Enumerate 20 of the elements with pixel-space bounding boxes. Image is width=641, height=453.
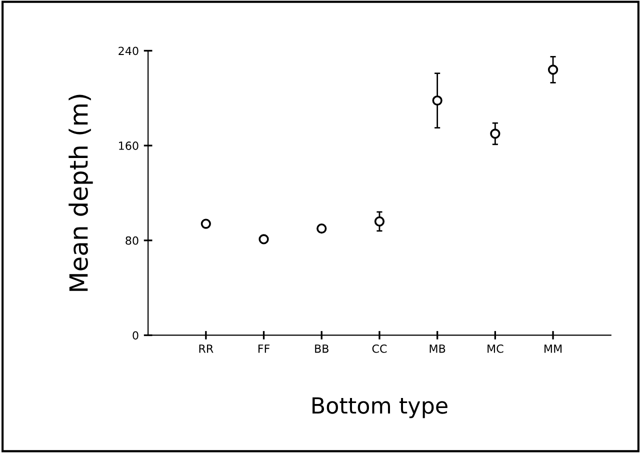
- x-tick-label: BB: [315, 344, 328, 353]
- x-tick-label: FF: [258, 344, 270, 353]
- x-tick-label: MC: [488, 344, 504, 353]
- y-tick-label: 0: [132, 331, 138, 340]
- point: [490, 128, 500, 139]
- point: [258, 234, 269, 244]
- point: [548, 64, 558, 75]
- y-tick-label: 240: [118, 46, 138, 56]
- point: [374, 216, 385, 226]
- point: [432, 95, 442, 106]
- point: [316, 223, 327, 234]
- x-tick-label: RR: [199, 344, 214, 353]
- x-axis-title: Bottom type: [312, 397, 448, 418]
- y-tick-label: 80: [126, 236, 138, 245]
- x-tick-label: MB: [430, 344, 446, 353]
- point: [200, 218, 211, 229]
- x-tick-label: CC: [372, 344, 387, 353]
- y-axis-title: Mean depth (m): [68, 94, 93, 291]
- x-tick-label: MM: [544, 344, 562, 353]
- y-tick-label: 160: [119, 142, 138, 150]
